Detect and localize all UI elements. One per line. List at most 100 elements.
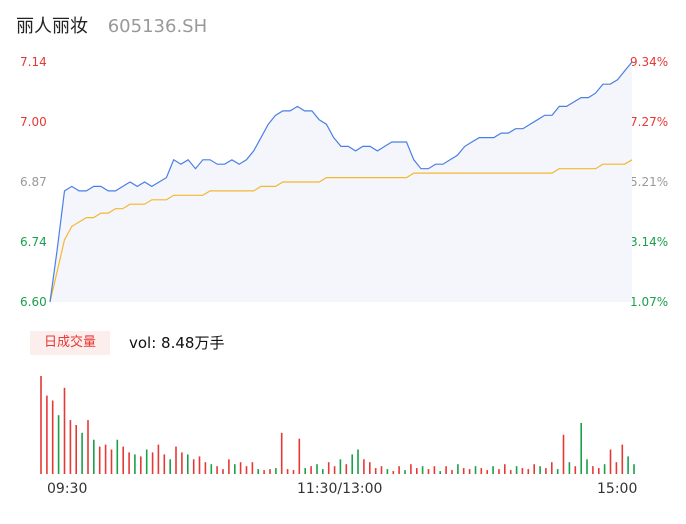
y-left-tick-2: 6.87	[20, 175, 47, 189]
volume-bar	[439, 471, 441, 474]
volume-bar	[222, 469, 224, 474]
volume-bar	[521, 468, 524, 474]
volume-bar	[145, 449, 148, 474]
volume-bar	[316, 464, 318, 474]
volume-bar	[269, 469, 271, 474]
volume-bar	[322, 469, 324, 474]
volume-bar	[116, 439, 119, 474]
volume-bar	[492, 466, 494, 474]
volume-readout: vol: 8.48万手	[129, 334, 225, 352]
volume-bar	[339, 459, 342, 474]
x-tick-midday: 11:30/13:00	[297, 481, 383, 497]
volume-bar	[216, 466, 218, 474]
volume-bar	[98, 446, 101, 474]
volume-bar	[504, 464, 506, 474]
volume-bar	[498, 469, 500, 474]
volume-bar	[140, 456, 142, 474]
volume-bar	[298, 438, 301, 474]
y-right-tick-3: 3.14%	[630, 235, 669, 249]
volume-bar	[57, 415, 60, 474]
x-tick-open: 09:30	[47, 481, 88, 497]
volume-bar	[286, 469, 289, 474]
volume-bar	[427, 469, 430, 474]
volume-bar	[462, 468, 465, 474]
volume-bar	[404, 470, 406, 474]
volume-bar	[263, 470, 265, 474]
volume-bar	[75, 425, 77, 474]
volume-bar	[392, 471, 395, 474]
volume-bar	[245, 466, 248, 474]
volume-bar	[468, 469, 471, 474]
volume-bar	[275, 468, 277, 474]
volume-bar	[198, 456, 201, 474]
volume-bar	[310, 466, 312, 474]
volume-bar	[451, 470, 453, 474]
volume-bar	[374, 468, 377, 474]
volume-bar	[169, 459, 171, 474]
volume-bar	[369, 462, 371, 474]
volume-bar	[51, 400, 54, 474]
y-left-tick-0: 7.14	[20, 55, 47, 69]
volume-tag: 日成交量	[30, 331, 110, 355]
volume-bar	[81, 432, 83, 474]
volume-bar	[533, 464, 535, 474]
volume-bar	[580, 423, 582, 474]
y-right-tick-2: 5.21%	[630, 175, 669, 189]
volume-bar	[163, 454, 166, 474]
volume-bar	[110, 449, 113, 474]
x-tick-close: 15:00	[597, 481, 638, 497]
volume-bar	[615, 462, 618, 474]
volume-bar	[228, 459, 230, 474]
volume-bar	[562, 434, 565, 474]
stock-title: 丽人丽妆 605136.SH	[16, 12, 207, 38]
volume-bar	[157, 444, 160, 474]
stock-name: 丽人丽妆	[16, 16, 88, 37]
volume-bar	[151, 452, 154, 474]
volume-bar	[345, 464, 348, 474]
y-right-tick-0: 9.34%	[630, 55, 669, 69]
volume-bar	[204, 462, 207, 474]
volume-bar	[292, 470, 295, 474]
volume-bar	[568, 462, 571, 474]
volume-bar	[574, 466, 577, 474]
volume-bar	[586, 459, 588, 474]
volume-bar	[598, 468, 600, 474]
volume-bar	[357, 449, 359, 474]
volume-bar	[363, 459, 365, 474]
y-right-tick-1: 7.27%	[630, 115, 669, 129]
volume-bar	[234, 464, 236, 474]
volume-bar	[433, 466, 436, 474]
volume-bar	[46, 395, 48, 474]
volume-bar	[621, 444, 624, 474]
volume-bar	[257, 469, 259, 474]
volume-bar	[556, 469, 559, 474]
volume-bar	[122, 446, 124, 474]
volume-bar	[327, 462, 330, 474]
volume-bar	[603, 464, 606, 474]
volume-bar	[93, 439, 95, 474]
volume-bar	[304, 468, 306, 474]
volume-bar	[134, 454, 136, 474]
volume-bar	[187, 454, 189, 474]
volume-bar	[486, 470, 488, 474]
y-left-tick-4: 6.60	[20, 295, 47, 309]
volume-bar	[480, 468, 483, 474]
volume-bar	[175, 446, 177, 474]
volume-bar	[181, 452, 183, 474]
volume-bar	[380, 466, 383, 474]
y-right-tick-4: 1.07%	[630, 295, 669, 309]
volume-bar	[104, 444, 107, 474]
y-left-tick-3: 6.74	[20, 235, 47, 249]
volume-bar	[545, 468, 547, 474]
price-line	[49, 61, 633, 303]
volume-bar	[551, 462, 553, 474]
volume-bar	[633, 464, 635, 474]
volume-bar	[627, 456, 629, 474]
volume-bar	[410, 464, 412, 474]
volume-bar	[239, 462, 242, 474]
price-area	[50, 62, 632, 302]
volume-bar	[280, 432, 283, 474]
volume-bar	[386, 469, 389, 474]
volume-bar	[87, 420, 89, 474]
volume-bar	[210, 464, 213, 474]
